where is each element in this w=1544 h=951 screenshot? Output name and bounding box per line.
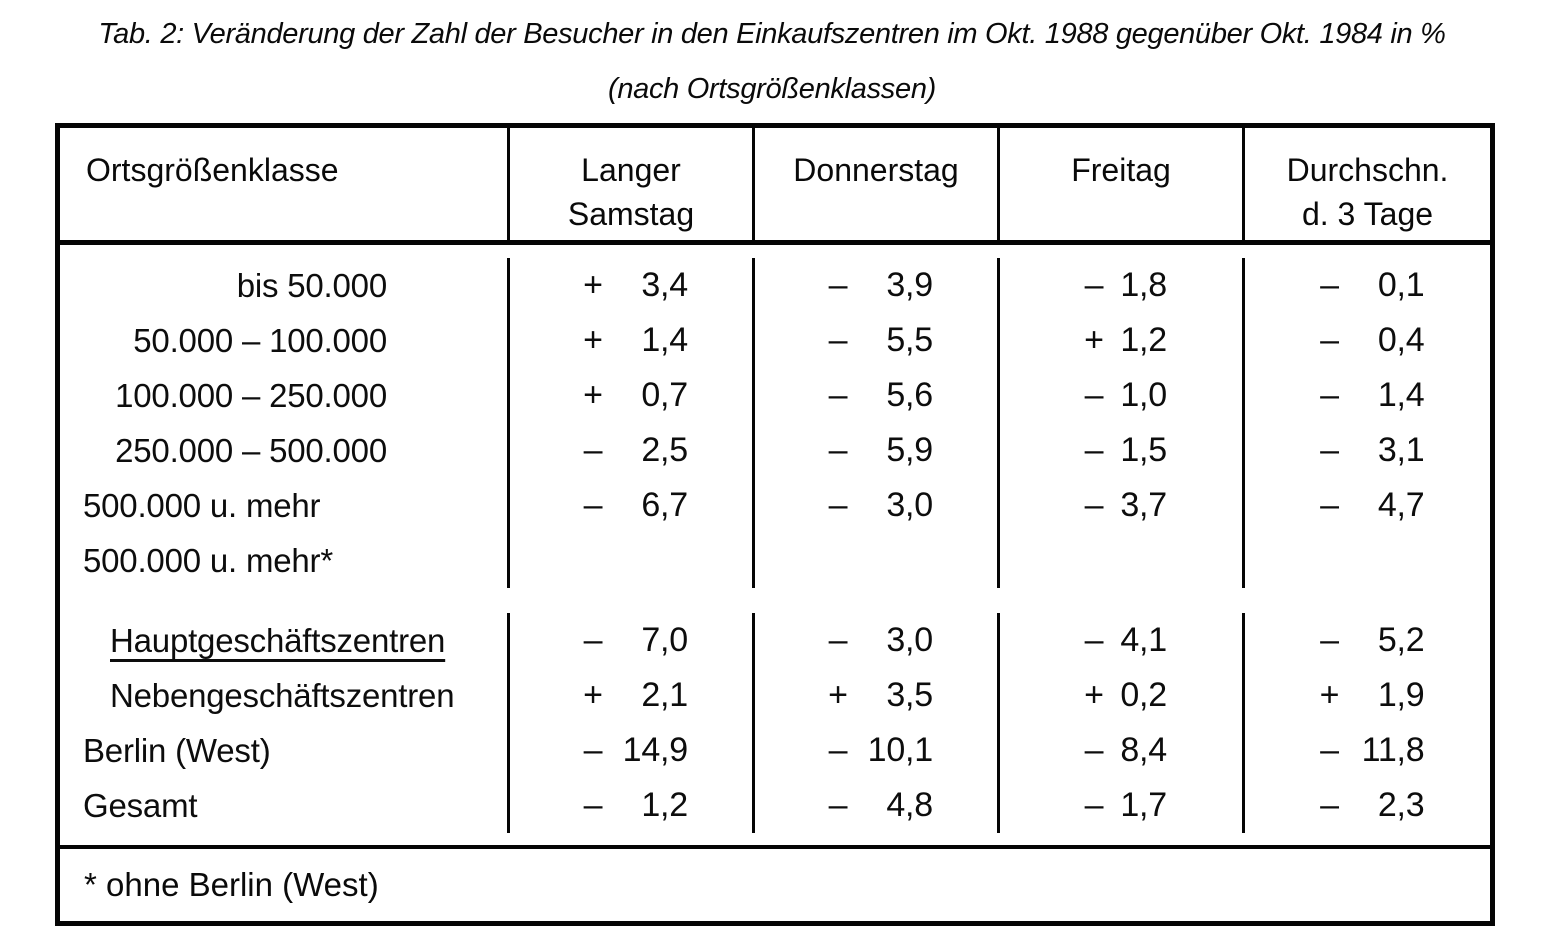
table-row: 250.000 – 500.000 –2,5 –5,9 –1,5 –3,1 <box>60 423 1490 478</box>
cell-donnerstag: –5,6 <box>755 368 1000 423</box>
cell-freitag: +0,2 <box>1000 668 1245 723</box>
cell-donnerstag: –3,9 <box>755 258 1000 313</box>
cell-freitag: –1,7 <box>1000 778 1245 833</box>
cell-langer-samstag: –2,5 <box>510 423 755 478</box>
header-label: Donnerstag <box>793 152 959 188</box>
header-label: Ortsgrößenklasse <box>86 152 339 188</box>
cell-freitag: –1,5 <box>1000 423 1245 478</box>
table-row: 50.000 – 100.000 +1,4 –5,5 +1,2 –0,4 <box>60 313 1490 368</box>
cell-freitag: –3,7 <box>1000 478 1245 533</box>
table-caption: Tab. 2: Veränderung der Zahl der Besuche… <box>0 12 1544 110</box>
cell-durchschnitt: –5,2 <box>1320 621 1425 659</box>
table-footnote: * ohne Berlin (West) <box>60 845 1490 921</box>
row-label: Nebengeschäftszentren <box>110 676 455 714</box>
cell-langer-samstag: –7,0 <box>510 613 755 668</box>
header-label: d. 3 Tage <box>1301 196 1434 232</box>
header-label: Samstag <box>567 196 695 232</box>
cell-donnerstag <box>755 533 1000 588</box>
cell-durchschnitt <box>1245 533 1490 588</box>
cell-freitag: –1,0 <box>1000 368 1245 423</box>
row-label: 50.000 – 100.000 <box>133 321 387 359</box>
cell-donnerstag: –3,0 <box>755 478 1000 533</box>
row-label: 500.000 u. mehr* <box>83 541 333 579</box>
table-row: Berlin (West) –14,9 –10,1 –8,4 –11,8 <box>60 723 1490 778</box>
header-freitag: Freitag <box>1000 128 1245 240</box>
cell-freitag: –8,4 <box>1000 723 1245 778</box>
cell-durchschnitt: –1,4 <box>1320 376 1425 414</box>
cell-durchschnitt: –0,1 <box>1320 266 1425 304</box>
row-label: Gesamt <box>83 786 198 824</box>
cell-freitag <box>1000 533 1245 588</box>
cell-langer-samstag: +2,1 <box>510 668 755 723</box>
cell-freitag: –4,1 <box>1000 613 1245 668</box>
cell-durchschnitt: –3,1 <box>1320 431 1425 469</box>
cell-durchschnitt: +1,9 <box>1319 676 1425 714</box>
row-label: 100.000 – 250.000 <box>115 376 387 414</box>
cell-donnerstag: –5,5 <box>755 313 1000 368</box>
footnote-text: * ohne Berlin (West) <box>84 866 379 903</box>
row-label: 500.000 u. mehr <box>83 486 321 524</box>
header-donnerstag: Donnerstag <box>755 128 1000 240</box>
cell-langer-samstag <box>510 533 755 588</box>
cell-durchschnitt: –11,8 <box>1320 731 1425 769</box>
table-row: Nebengeschäftszentren +2,1 +3,5 +0,2 +1,… <box>60 668 1490 723</box>
row-label: Berlin (West) <box>83 731 271 769</box>
table-row: 500.000 u. mehr* <box>60 533 1490 588</box>
caption-line-1: Tab. 2: Veränderung der Zahl der Besuche… <box>98 18 1446 50</box>
cell-donnerstag: –4,8 <box>755 778 1000 833</box>
cell-donnerstag: –5,9 <box>755 423 1000 478</box>
table-body: bis 50.000 +3,4 –3,9 –1,8 –0,1 50.000 – … <box>60 245 1490 845</box>
header-label: Durchschn. <box>1286 152 1449 188</box>
row-label: 250.000 – 500.000 <box>115 431 387 469</box>
header-langer-samstag: Langer Samstag <box>510 128 755 240</box>
table-row: 500.000 u. mehr –6,7 –3,0 –3,7 –4,7 <box>60 478 1490 533</box>
caption-line-2: (nach Ortsgrößenklassen) <box>607 73 937 105</box>
cell-langer-samstag: +0,7 <box>510 368 755 423</box>
cell-donnerstag: –3,0 <box>755 613 1000 668</box>
table-row: 100.000 – 250.000 +0,7 –5,6 –1,0 –1,4 <box>60 368 1490 423</box>
header-label: Freitag <box>1071 152 1171 188</box>
cell-donnerstag: –10,1 <box>755 723 1000 778</box>
cell-langer-samstag: –14,9 <box>510 723 755 778</box>
row-label: Hauptgeschäftszentren <box>110 621 446 659</box>
row-label: bis 50.000 <box>236 266 387 304</box>
table-row: Hauptgeschäftszentren –7,0 –3,0 –4,1 –5,… <box>60 613 1490 668</box>
cell-durchschnitt: –0,4 <box>1320 321 1425 359</box>
cell-langer-samstag: +3,4 <box>510 258 755 313</box>
cell-freitag: +1,2 <box>1000 313 1245 368</box>
header-ortsgroessenklasse: Ortsgrößenklasse <box>60 128 510 240</box>
header-durchschnitt: Durchschn. d. 3 Tage <box>1245 128 1490 240</box>
header-label: Langer <box>581 152 681 188</box>
table-row: bis 50.000 +3,4 –3,9 –1,8 –0,1 <box>60 258 1490 313</box>
cell-durchschnitt: –4,7 <box>1320 486 1425 524</box>
table-header-row: Ortsgrößenklasse Langer Samstag Donnerst… <box>60 128 1490 245</box>
cell-langer-samstag: –1,2 <box>510 778 755 833</box>
cell-langer-samstag: –6,7 <box>510 478 755 533</box>
cell-freitag: –1,8 <box>1000 258 1245 313</box>
cell-donnerstag: +3,5 <box>755 668 1000 723</box>
cell-durchschnitt: –2,3 <box>1320 786 1425 824</box>
table-row: Gesamt –1,2 –4,8 –1,7 –2,3 <box>60 778 1490 833</box>
data-table: Ortsgrößenklasse Langer Samstag Donnerst… <box>55 123 1495 926</box>
cell-langer-samstag: +1,4 <box>510 313 755 368</box>
